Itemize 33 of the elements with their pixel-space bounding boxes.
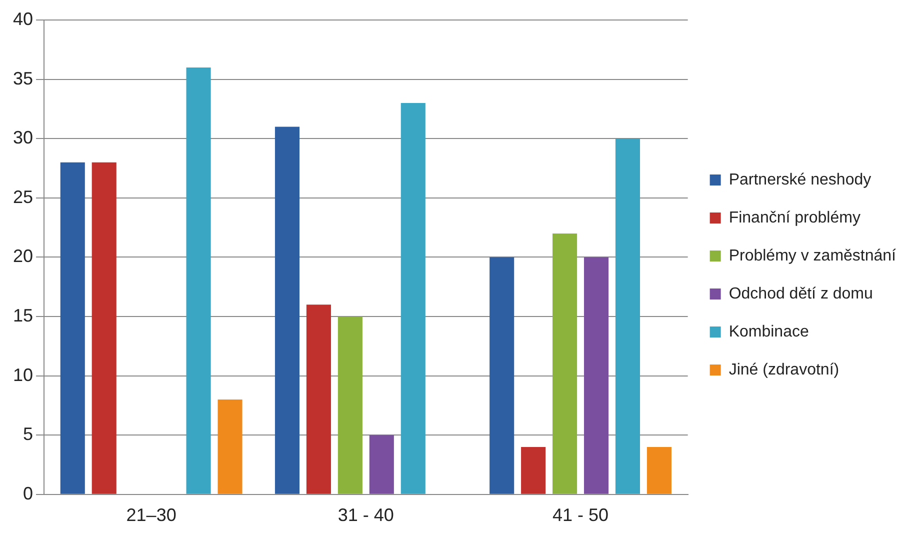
y-tick-label: 15 [12,305,34,326]
bar [552,233,578,494]
y-tick-label: 0 [23,483,34,504]
x-tick-label: 21–30 [126,505,176,526]
y-tick-label: 10 [12,364,34,385]
y-tick-label: 5 [23,424,34,444]
bar [274,126,300,494]
bar [646,446,672,494]
bar [186,67,211,494]
bar [584,257,609,494]
legend-label: Jiné (zdravotní) [728,361,840,378]
y-tick-label: 30 [12,128,34,148]
bar [92,162,116,494]
bar [490,257,514,494]
legend-label: Finanční problémy [728,209,860,226]
bar [521,446,546,494]
bar [60,162,85,494]
bar [338,316,362,494]
bar [306,304,331,494]
x-tick-label: 31 - 40 [338,505,394,526]
y-tick-label: 20 [12,246,34,266]
x-tick-label: 41 - 50 [552,505,609,526]
bar [369,435,394,494]
y-tick-label: 25 [12,186,34,207]
legend-label: Problémy v zaměstnání [728,247,897,264]
bar [400,103,426,494]
bar [218,400,242,494]
legend-label: Odchod dětí z domu [728,285,873,302]
bar [615,138,640,494]
legend-label: Partnerské neshody [728,171,872,188]
y-tick-label: 40 [12,8,34,29]
legend-label: Kombinace [728,323,809,340]
y-tick-label: 35 [12,68,34,88]
